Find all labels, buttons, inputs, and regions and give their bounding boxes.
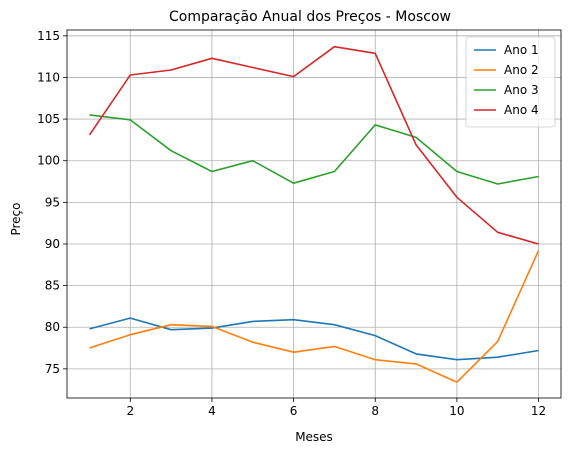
y-tick-label: 80 <box>45 320 60 334</box>
x-axis-ticks: 2 4 6 8 10 12 <box>126 398 546 418</box>
x-tick-label: 2 <box>126 404 134 418</box>
x-tick-label: 10 <box>449 404 464 418</box>
y-axis-label: Preço <box>9 202 23 235</box>
x-tick-label: 6 <box>290 404 298 418</box>
y-tick-label: 105 <box>37 112 60 126</box>
y-tick-label: 95 <box>45 195 60 209</box>
legend-box <box>465 36 556 128</box>
x-tick-label: 4 <box>208 404 216 418</box>
series-line-ano-1 <box>89 317 539 361</box>
legend-label: Ano 2 <box>504 63 539 77</box>
series-lines <box>88 45 540 384</box>
y-tick-label: 90 <box>45 237 60 251</box>
x-tick-label: 12 <box>531 404 546 418</box>
series-line-ano-3 <box>89 114 539 185</box>
legend-label: Ano 1 <box>504 43 539 57</box>
chart-title: Comparação Anual dos Preços - Moscow <box>169 9 451 25</box>
legend-label: Ano 4 <box>504 103 539 117</box>
plot-frame <box>66 29 562 399</box>
y-tick-label: 100 <box>37 154 60 168</box>
y-tick-label: 110 <box>37 70 60 84</box>
series-line-ano-4 <box>88 45 539 245</box>
series-line-ano-2 <box>89 250 540 384</box>
y-tick-label: 85 <box>45 279 60 293</box>
y-tick-label: 115 <box>37 29 60 43</box>
y-tick-label: 75 <box>45 362 60 376</box>
y-axis-ticks: 75 80 85 90 95 100 105 110 115 <box>37 29 67 376</box>
legend: Ano 1 Ano 2 Ano 3 Ano 4 <box>465 36 556 128</box>
x-axis-label: Meses <box>295 430 333 444</box>
x-tick-label: 8 <box>371 404 379 418</box>
legend-label: Ano 3 <box>504 83 539 97</box>
